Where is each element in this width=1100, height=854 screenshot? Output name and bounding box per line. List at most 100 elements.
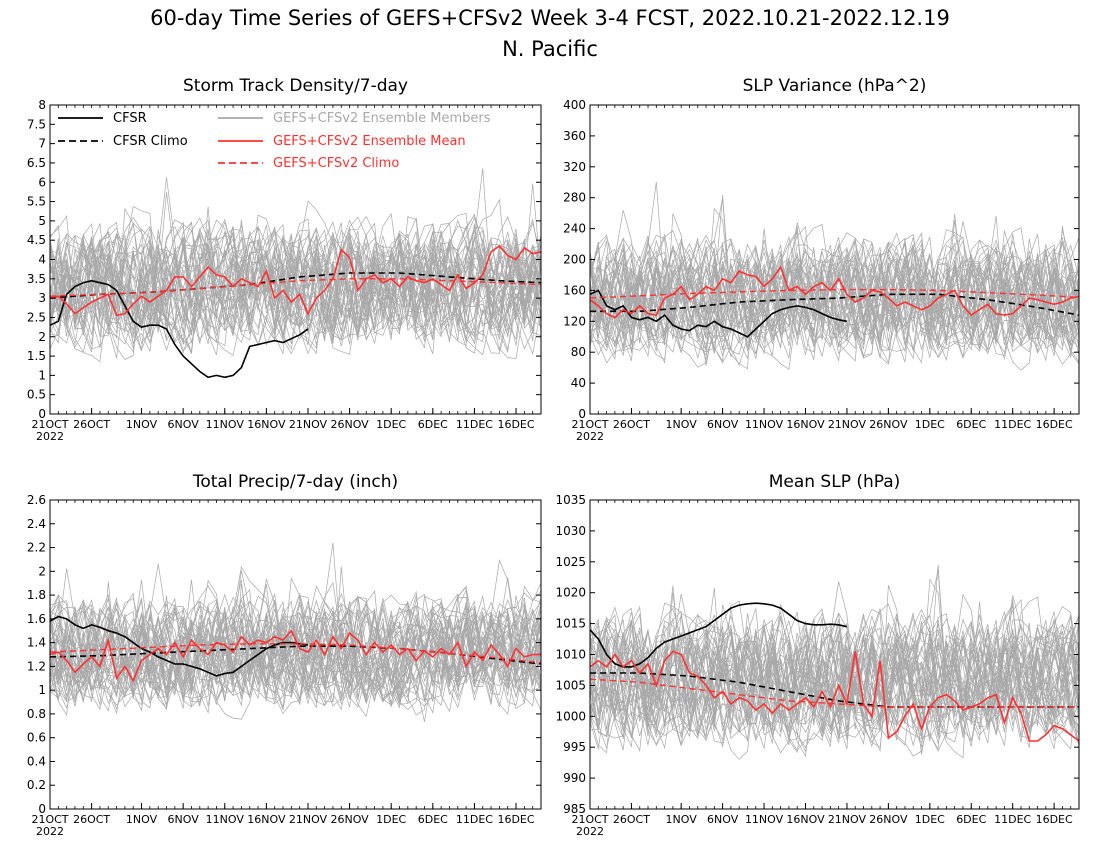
ensemble-member-line <box>50 213 541 361</box>
series-line-cfsr <box>590 602 848 668</box>
ensemble-member-line <box>50 592 541 708</box>
chart-title-storm: Storm Track Density/7-day <box>183 76 408 96</box>
ensemble-member-line <box>590 238 1079 361</box>
x-tick-label: 11DEC <box>994 813 1031 826</box>
ensemble-member-line <box>590 604 1079 748</box>
y-tick-label: 1030 <box>555 524 586 538</box>
x-tick-label: 16NOV <box>786 813 825 826</box>
y-tick-label: 2.4 <box>27 517 46 531</box>
ensemble-member-line <box>590 213 1079 346</box>
y-tick-label: 360 <box>563 129 586 143</box>
ensemble-member-line <box>50 177 541 341</box>
y-tick-label: 1010 <box>555 648 586 662</box>
x-tick-label: 11DEC <box>456 813 493 826</box>
ensemble-member-line <box>590 230 1079 357</box>
x-tick-label: 26OCT <box>73 418 110 431</box>
ensemble-member-line <box>590 581 1079 752</box>
ensemble-member-line <box>590 595 1079 757</box>
legend-label: GEFS+CFSv2 Ensemble Mean <box>273 134 466 149</box>
series-line-gefs-cfsv2-climo <box>50 643 541 664</box>
series-line-cfsr-climo <box>50 645 541 665</box>
y-tick-label: 120 <box>563 314 586 328</box>
chart-meanslp: Mean SLP (hPa) 985 990 995 1000 1005 1010 1015 1… <box>555 472 1080 838</box>
y-tick-label: 0.5 <box>27 388 46 402</box>
ensemble-member-line <box>50 213 541 347</box>
x-tick-label: 1DEC <box>915 418 945 431</box>
figure-title: 60-day Time Series of GEFS+CFSv2 Week 3-… <box>150 6 950 30</box>
y-tick-label: 5.5 <box>27 195 46 209</box>
plot-frame <box>49 499 542 810</box>
x-tick-label: 21OCT <box>571 813 608 826</box>
y-tick-label: 1.8 <box>27 588 46 602</box>
x-year-label: 2022 <box>36 825 64 838</box>
y-tick-label: 0 <box>38 407 46 421</box>
y-tick-label: 0.2 <box>27 778 46 792</box>
legend-label: CFSR <box>113 111 147 126</box>
x-tick-label: 1DEC <box>376 813 406 826</box>
y-tick-label: 320 <box>563 160 586 174</box>
x-tick-label: 21NOV <box>289 813 328 826</box>
ensemble-member-line <box>590 585 1079 741</box>
y-tick-label: 80 <box>571 345 586 359</box>
x-tick-label: 6NOV <box>707 418 739 431</box>
x-tick-label: 16NOV <box>786 418 825 431</box>
y-tick-label: 1.2 <box>27 659 46 673</box>
x-tick-label: 26NOV <box>330 813 369 826</box>
y-tick-label: 3 <box>38 291 46 305</box>
ensemble-member-line <box>50 183 541 343</box>
chart-title-precip: Total Precip/7-day (inch) <box>192 472 398 492</box>
y-tick-label: 40 <box>571 376 586 390</box>
legend-label: GEFS+CFSv2 Climo <box>273 156 399 171</box>
y-tick-label: 1.4 <box>27 636 46 650</box>
ensemble-member-line <box>590 228 1079 347</box>
x-tick-label: 11NOV <box>206 418 245 431</box>
y-tick-label: 4 <box>38 253 46 267</box>
plot-frame <box>589 104 1080 415</box>
x-tick-label: 21NOV <box>828 418 867 431</box>
figure-subtitle: N. Pacific <box>502 37 598 61</box>
ensemble-member-line <box>50 592 541 706</box>
y-tick-label: 4.5 <box>27 233 46 247</box>
x-tick-label: 1NOV <box>126 418 158 431</box>
legend-label: GEFS+CFSv2 Ensemble Members <box>273 111 491 126</box>
x-tick-label: 26OCT <box>613 813 650 826</box>
ensemble-member-line <box>590 619 1079 740</box>
x-tick-label: 26OCT <box>73 813 110 826</box>
ensemble-member-line <box>50 579 541 704</box>
y-tick-label: 2.6 <box>27 493 46 507</box>
x-tick-label: 6NOV <box>168 813 200 826</box>
x-year-label: 2022 <box>576 825 604 838</box>
ensemble-member-line <box>590 225 1079 371</box>
x-tick-label: 1NOV <box>666 418 698 431</box>
y-tick-label: 985 <box>563 802 586 816</box>
ensemble-member-line <box>590 608 1079 750</box>
x-tick-label: 26OCT <box>613 418 650 431</box>
x-tick-label: 1DEC <box>376 418 406 431</box>
ensemble-member-line <box>50 192 541 350</box>
ensemble-member-line <box>50 587 541 702</box>
y-tick-label: 0 <box>38 802 46 816</box>
plot-area-meanslp <box>590 564 1079 760</box>
chart-title-slpvar: SLP Variance (hPa^2) <box>743 76 927 96</box>
ensemble-member-line <box>590 234 1079 361</box>
series-line-gefs-cfsv2-ensemble-mean <box>50 629 541 683</box>
x-tick-label: 21OCT <box>571 418 608 431</box>
y-tick-label: 0 <box>578 407 586 421</box>
y-tick-label: 1.6 <box>27 612 46 626</box>
y-tick-label: 1025 <box>555 555 586 569</box>
ensemble-member-line <box>590 612 1079 740</box>
y-tick-label: 1020 <box>555 586 586 600</box>
ensemble-member-line <box>50 231 541 341</box>
series-line-gefs-cfsv2-climo <box>590 678 1079 708</box>
legend-label: CFSR Climo <box>113 134 188 149</box>
y-tick-label: 2.2 <box>27 541 46 555</box>
y-tick-label: 2.5 <box>27 310 46 324</box>
legend: CFSR CFSR Climo GEFS+CFSv2 Ensemble Member… <box>58 111 491 171</box>
plot-area-slpvar <box>590 181 1079 371</box>
x-tick-label: 6NOV <box>707 813 739 826</box>
x-tick-label: 26NOV <box>330 418 369 431</box>
x-tick-label: 26NOV <box>869 418 908 431</box>
x-tick-label: 11NOV <box>745 418 784 431</box>
series-line-cfsr-climo <box>590 293 1079 316</box>
